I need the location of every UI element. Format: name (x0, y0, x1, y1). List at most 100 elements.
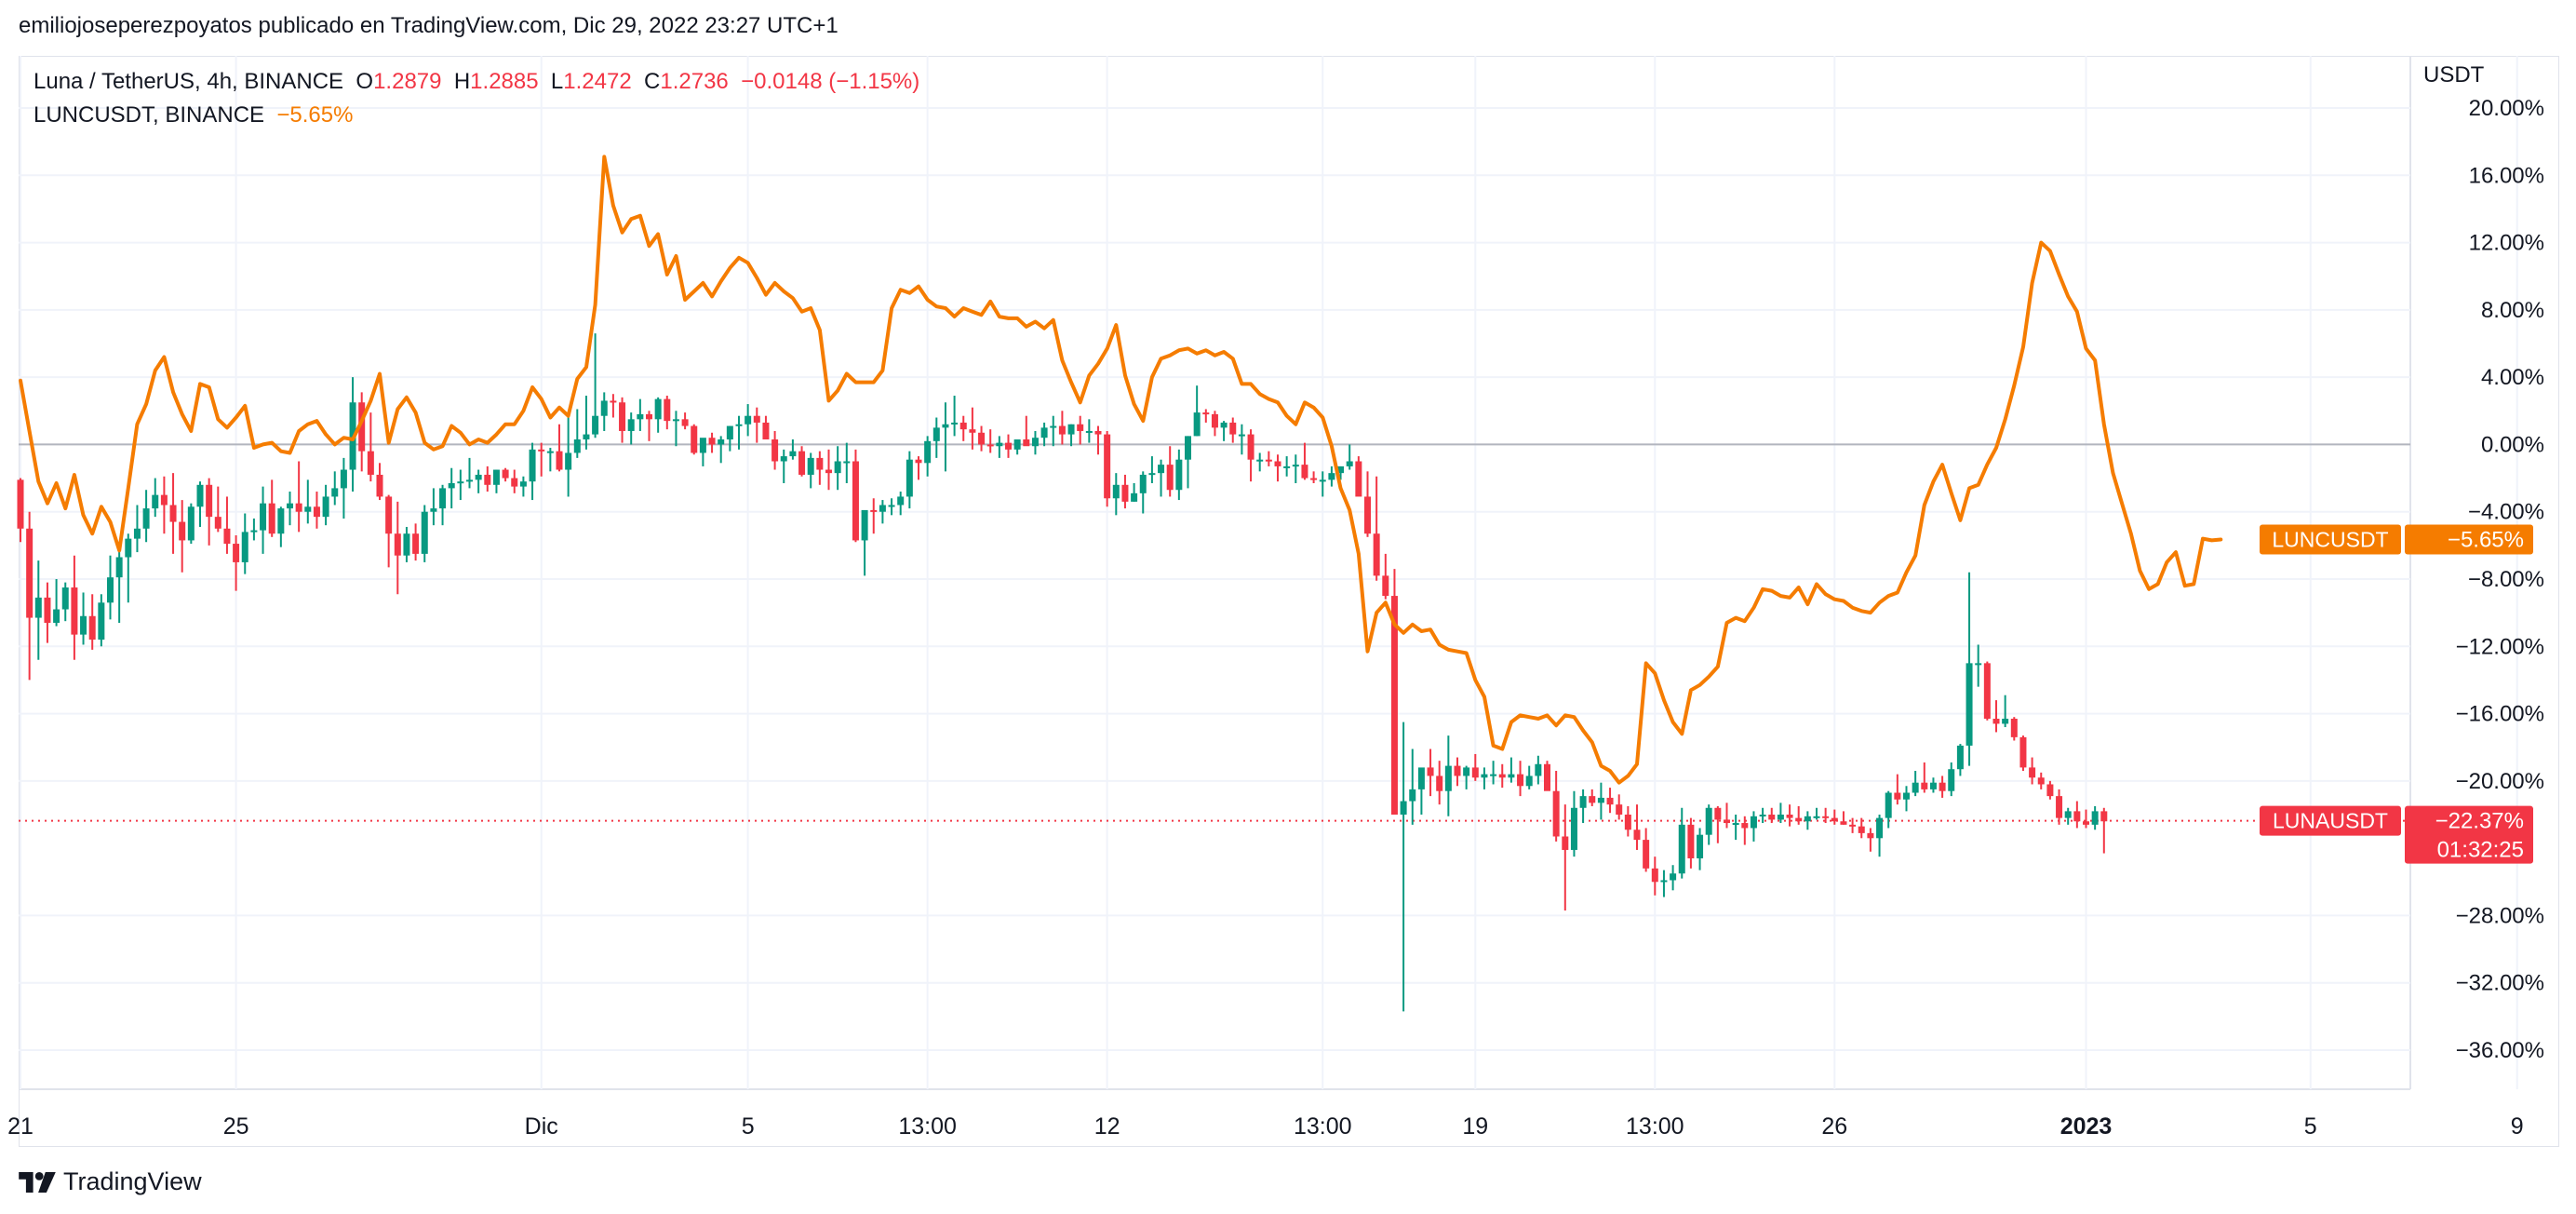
candle-body (1400, 801, 1407, 815)
candle-body (1373, 533, 1380, 576)
candle-body (888, 505, 895, 507)
candle-body (412, 533, 420, 554)
candle-body (1220, 422, 1228, 428)
candle-body (619, 402, 626, 431)
candle-body (1929, 782, 1937, 789)
candle-body (304, 506, 312, 512)
candle-body (1417, 767, 1425, 789)
candle-body (1301, 465, 1308, 479)
candle-body (1355, 461, 1362, 497)
candle-body (1714, 807, 1722, 820)
candle-body (44, 597, 51, 623)
chart-credit: emiliojoseperezpoyatos publicado en Trad… (19, 13, 839, 38)
candle-body (1660, 880, 1668, 883)
main-symbol-title: Luna / TetherUS, 4h, BINANCE (34, 69, 344, 94)
candle-body (1849, 824, 1857, 827)
candle-body (1697, 834, 1704, 858)
candle-body (277, 508, 285, 534)
x-tick-label: 13:00 (1294, 1113, 1352, 1140)
candle-body (466, 479, 473, 482)
candle-body (169, 505, 177, 522)
candle-body (1777, 815, 1784, 820)
candle-body (1804, 816, 1811, 822)
compare-symbol-title: LUNCUSDT, BINANCE (34, 102, 265, 128)
candle-body (519, 481, 527, 487)
candle-body (1444, 765, 1452, 791)
candle-body (125, 538, 132, 558)
candle-body (2083, 821, 2089, 825)
candle-body (1876, 817, 1884, 839)
y-tick-label: −28.00% (2456, 903, 2544, 928)
candle-body (825, 469, 832, 474)
candle-body (762, 422, 770, 440)
candle-body (1885, 792, 1892, 818)
candle-body (1822, 816, 1830, 818)
candle-body (1544, 763, 1550, 791)
tradingview-brand[interactable]: TradingView (19, 1167, 202, 1196)
candle-body (870, 509, 878, 512)
candle-body (511, 478, 518, 487)
x-tick-label: 25 (223, 1113, 249, 1140)
y-tick-label: 0.00% (2481, 432, 2544, 457)
candle-body (897, 496, 905, 506)
candle-body (691, 425, 698, 453)
candle-body (538, 449, 545, 452)
candle-body (1247, 434, 1254, 460)
candle-body (1436, 776, 1443, 791)
candle-body (699, 438, 706, 453)
candle-body (1131, 492, 1138, 502)
candle-body (1858, 826, 1865, 833)
y-tick-label: 20.00% (2469, 96, 2544, 121)
candle-body (1705, 807, 1712, 835)
candle-body (1454, 765, 1461, 776)
candle-body (1463, 767, 1470, 776)
candle-body (1633, 830, 1641, 841)
candle-body (2037, 777, 2045, 785)
price-chart[interactable]: 20.00% 16.00% 12.00% 8.00% 4.00% 0.00% −4.00% −… (0, 0, 2576, 1154)
candle-body (681, 419, 689, 426)
candle-body (475, 474, 482, 480)
candle-body (1310, 478, 1318, 480)
candle-body (708, 438, 716, 445)
candle-body (214, 517, 221, 529)
candle-body (2100, 811, 2108, 822)
candle-body (1624, 815, 1631, 830)
y-tick-label: −8.00% (2468, 567, 2544, 592)
main-symbol-legend[interactable]: Luna / TetherUS, 4h, BINANCE O1.2879 H1.… (34, 65, 919, 99)
close-value: 1.2736 (660, 69, 729, 94)
x-tick-label: 5 (2304, 1113, 2317, 1140)
candle-body (610, 400, 617, 403)
lunc-name-box (2260, 524, 2401, 555)
low-label: L (550, 69, 564, 94)
candle-body (1319, 479, 1326, 482)
candle-body (1364, 496, 1371, 534)
candle-body (160, 494, 168, 506)
lunc-line-layer (19, 155, 2223, 785)
candle-body (1589, 796, 1596, 803)
candle-body (1058, 425, 1066, 435)
candle-body (637, 413, 644, 420)
candle-body (735, 424, 743, 426)
candle-body (206, 484, 213, 518)
candle-body (718, 439, 725, 445)
x-tick-label: Dic (525, 1113, 558, 1140)
y-tick-label: 16.00% (2469, 163, 2544, 188)
candle-body (1498, 774, 1506, 778)
candle-body (1724, 819, 1730, 824)
candle-body (1651, 868, 1658, 883)
candle-body (1238, 434, 1245, 437)
candle-body (233, 544, 240, 562)
x-tick-label: 13:00 (1626, 1113, 1684, 1140)
candle-body (2029, 767, 2036, 778)
candle-body (1750, 816, 1757, 829)
lunc-compare-line (19, 155, 2223, 785)
candle-body (1508, 774, 1515, 778)
compare-symbol-legend[interactable]: LUNCUSDT, BINANCE −5.65% (34, 99, 919, 132)
candle-body (959, 422, 967, 430)
candle-body (1148, 473, 1156, 476)
candle-body (1678, 824, 1685, 874)
candle-body (2091, 811, 2099, 825)
candle-body (1939, 782, 1946, 791)
candle-body (1670, 873, 1677, 881)
